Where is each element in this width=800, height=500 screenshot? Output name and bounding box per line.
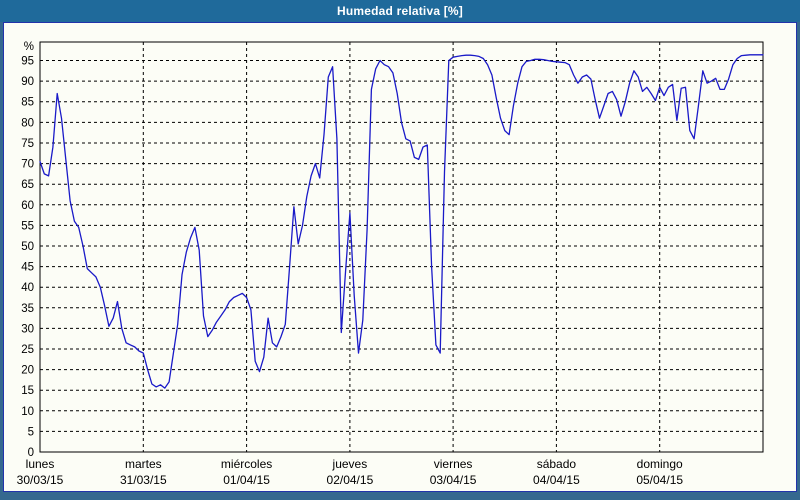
- x-axis-day-label: jueves: [332, 457, 368, 471]
- x-axis-labels: lunes 30/03/15 martes 31/03/15 miércoles 01/0…: [17, 457, 684, 487]
- x-axis-day-label: sábado: [537, 457, 577, 471]
- x-axis-date-label: 05/04/15: [636, 473, 683, 487]
- y-axis-tick-label: 10: [21, 406, 34, 418]
- y-axis-tick-label: 70: [21, 159, 34, 171]
- y-axis-tick-label: 20: [21, 365, 34, 377]
- humidity-line: [39, 54, 764, 389]
- x-axis-date-label: 30/03/15: [17, 473, 64, 487]
- y-axis-tick-label: 55: [21, 220, 34, 232]
- y-axis-tick-label: 5: [28, 426, 34, 438]
- y-axis-tick-label: 75: [21, 138, 34, 150]
- y-axis-tick-label: 90: [21, 76, 34, 88]
- y-axis-tick-label: 60: [21, 200, 34, 212]
- chart-panel: 0 5 10 15 20 25 30 35 40 45 50 55 60 65 70 75 80 85 90 95% l…: [3, 22, 797, 492]
- x-axis-date-label: 02/04/15: [327, 473, 374, 487]
- y-axis-tick-label: 95: [21, 56, 34, 68]
- x-axis-day-label: domingo: [637, 457, 683, 471]
- y-axis-tick-label: 65: [21, 179, 34, 191]
- x-axis-day-label: martes: [125, 457, 162, 471]
- y-axis-tick-label: 25: [21, 344, 34, 356]
- y-axis-tick-label: 35: [21, 303, 34, 315]
- x-axis-date-label: 03/04/15: [430, 473, 477, 487]
- plot-border: [39, 41, 764, 453]
- y-axis-tick-label: 85: [21, 97, 34, 109]
- gridlines: [40, 42, 763, 452]
- x-axis-day-label: viernes: [434, 457, 473, 471]
- x-axis-day-label: miércoles: [221, 457, 272, 471]
- humidity-line-chart: 0 5 10 15 20 25 30 35 40 45 50 55 60 65 70 75 80 85 90 95% l…: [17, 41, 764, 487]
- y-axis-tick-label: 40: [21, 282, 34, 294]
- x-axis-day-label: lunes: [26, 457, 55, 471]
- y-axis-unit-label: %: [24, 41, 34, 53]
- y-axis-tick-label: 50: [21, 241, 34, 253]
- y-axis-tick-label: 15: [21, 385, 34, 397]
- y-axis-labels: 0 5 10 15 20 25 30 35 40 45 50 55 60 65 70 75 80 85 90 95%: [21, 41, 34, 459]
- x-axis-date-label: 01/04/15: [223, 473, 270, 487]
- chart-title: Humedad relativa [%]: [336, 4, 464, 18]
- y-axis-tick-label: 30: [21, 323, 34, 335]
- y-axis-tick-label: 45: [21, 262, 34, 274]
- y-axis-tick-label: 0: [28, 447, 34, 459]
- x-axis-date-label: 31/03/15: [120, 473, 167, 487]
- x-axis-date-label: 04/04/15: [533, 473, 580, 487]
- title-bar: Humedad relativa [%]: [0, 0, 800, 22]
- y-axis-tick-label: 80: [21, 117, 34, 129]
